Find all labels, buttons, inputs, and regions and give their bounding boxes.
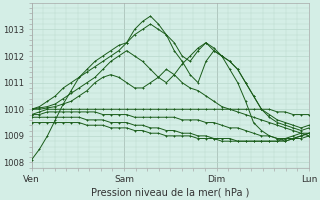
X-axis label: Pression niveau de la mer( hPa ): Pression niveau de la mer( hPa ) <box>91 187 250 197</box>
